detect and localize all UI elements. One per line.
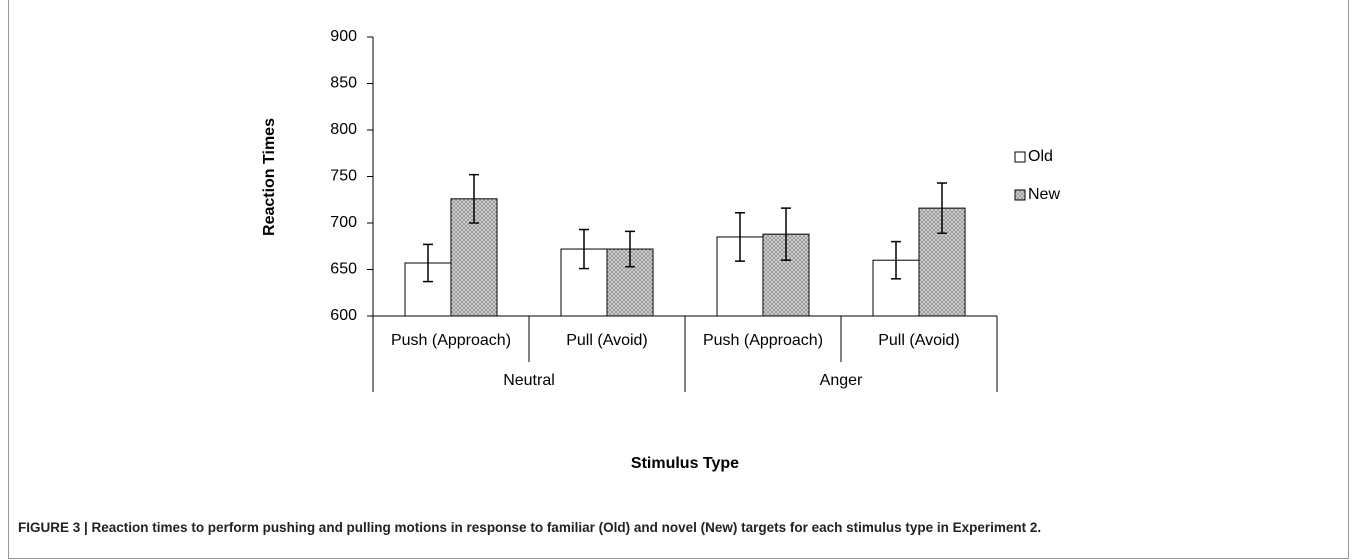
y-tick-label: 750	[330, 168, 357, 185]
x-tick-label: Push (Approach)	[703, 332, 823, 349]
y-tick-label: 900	[330, 28, 357, 45]
y-axis-title: Reaction Times	[261, 118, 278, 236]
y-tick-label: 650	[330, 261, 357, 278]
group-label: Anger	[820, 372, 863, 389]
error-bar	[937, 182, 947, 234]
legend-swatch	[1014, 151, 1026, 163]
figure-frame	[8, 0, 1349, 559]
error-bar	[891, 240, 901, 280]
y-tick-label: 800	[330, 121, 357, 138]
x-tick-label: Push (Approach)	[391, 332, 511, 349]
error-bar	[469, 173, 479, 224]
error-bar	[781, 207, 791, 261]
legend-label: New	[1028, 186, 1060, 203]
error-bar	[735, 212, 745, 262]
legend-swatch	[1014, 189, 1026, 201]
y-tick-label: 700	[330, 214, 357, 231]
legend-label: Old	[1028, 148, 1053, 165]
error-bar	[423, 243, 433, 283]
y-tick-label: 600	[330, 307, 357, 324]
x-tick-label: Pull (Avoid)	[566, 332, 648, 349]
y-tick-label: 850	[330, 75, 357, 92]
group-label: Neutral	[503, 372, 555, 389]
chart: Reaction Times Stimulus Type 600 650 700 75…	[261, 28, 1060, 472]
x-tick-label: Pull (Avoid)	[878, 332, 960, 349]
error-bar	[579, 228, 589, 270]
x-axis-title: Stimulus Type	[631, 455, 739, 472]
caption: FIGURE 3 | Reaction times to perform pus…	[18, 520, 1042, 535]
error-bar	[625, 230, 635, 268]
